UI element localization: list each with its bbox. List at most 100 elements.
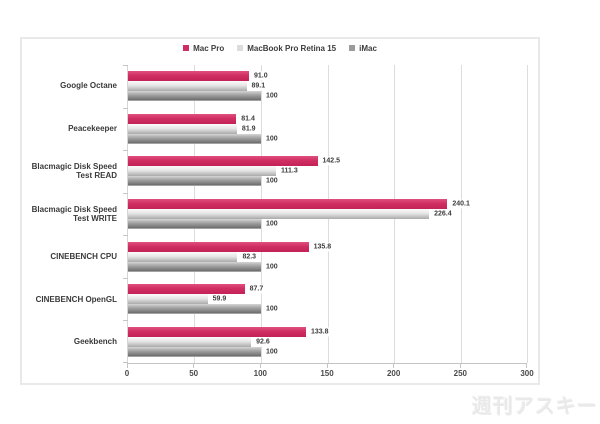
value-axis-label: 150 [320, 369, 334, 378]
legend-item-2: iMac [349, 44, 377, 53]
bar-macbook-pro-retina-15 [128, 209, 430, 220]
bar-value-label: 100 [263, 304, 280, 314]
bar-macbook-pro-retina-15 [128, 81, 247, 92]
bar-macbook-pro-retina-15 [128, 294, 208, 305]
bar-imac [128, 219, 261, 230]
legend-item-1: MacBook Pro Retina 15 [237, 44, 336, 53]
bar-value-label: 133.8 [308, 327, 331, 337]
value-axis-labels: 0 50 100 150 200 250 300 [125, 369, 534, 379]
bar-group-0: 91.0 89.1 100 [128, 65, 527, 108]
category-axis-tick [123, 362, 128, 363]
legend-swatch-icon [349, 45, 356, 51]
bar-mac-pro [128, 284, 245, 295]
legend-label: Mac Pro [193, 43, 225, 53]
bar-value-label: 100 [263, 347, 280, 357]
bar-mac-pro [128, 326, 306, 337]
bar-value-label: 91.0 [252, 71, 270, 81]
bar-line: 226.4 [128, 209, 527, 220]
bar-macbook-pro-retina-15 [128, 251, 238, 262]
category-label-6: Geekbench [73, 337, 117, 347]
legend-label: iMac [359, 43, 377, 53]
bar-imac [128, 91, 261, 102]
category-label-2: Blacmagic Disk Speed Test READ [31, 162, 117, 180]
bar-line: 240.1 [128, 199, 527, 210]
axis-tick [526, 363, 527, 368]
bar-macbook-pro-retina-15 [128, 166, 277, 177]
bar-line: 100 [128, 176, 527, 187]
category-label-5: CINEBENCH OpenGL [35, 294, 117, 304]
category-axis-tick [123, 65, 128, 66]
bar-mac-pro [128, 113, 237, 124]
value-axis-label: 50 [189, 369, 199, 378]
bar-line: 100 [128, 133, 527, 144]
bar-line: 91.0 [128, 71, 527, 82]
bar-value-label: 226.4 [432, 209, 454, 219]
bar-line: 92.6 [128, 336, 527, 347]
bar-imac [128, 261, 261, 272]
bar-value-label: 100 [263, 262, 280, 272]
gridline [527, 65, 528, 363]
legend-swatch-icon [237, 45, 244, 51]
value-axis-label: 200 [386, 369, 401, 378]
bar-mac-pro [128, 156, 318, 167]
bar-imac [128, 133, 261, 144]
bar-line: 111.3 [128, 166, 527, 177]
bar-imac [128, 176, 261, 187]
bar-value-label: 142.5 [320, 156, 343, 166]
axis-tick [459, 363, 461, 368]
category-label-0: Google Octane [60, 81, 117, 91]
bar-value-label: 100 [263, 176, 280, 186]
bar-value-label: 81.9 [239, 124, 258, 134]
category-label-3: Blacmagic Disk Speed Test WRITE [31, 205, 117, 223]
bar-group-2: 142.5 111.3 100 [128, 150, 527, 193]
bar-line: 100 [128, 219, 527, 230]
bar-mac-pro [128, 199, 448, 210]
bar-value-label: 111.3 [279, 166, 300, 176]
bar-line: 82.3 [128, 251, 527, 262]
value-axis-label: 250 [453, 369, 468, 378]
legend-item-0: Mac Pro [183, 44, 224, 53]
bar-value-label: 135.8 [311, 242, 334, 252]
bar-imac [128, 304, 261, 315]
bar-group-5: 87.7 59.9 100 [128, 278, 527, 321]
axis-tick [392, 363, 394, 368]
axis-tick [326, 363, 328, 368]
bar-line: 133.8 [128, 326, 527, 337]
category-axis-tick [123, 150, 128, 152]
bar-group-1: 81.4 81.9 100 [128, 108, 527, 151]
bar-value-label: 82.3 [240, 252, 259, 262]
bar-value-label: 59.9 [210, 294, 229, 304]
bar-value-label: 240.1 [450, 199, 472, 209]
bar-imac [128, 346, 261, 357]
bar-line: 100 [128, 346, 527, 357]
bar-value-label: 100 [263, 134, 280, 144]
bar-group-3: 240.1 226.4 100 [128, 193, 527, 236]
category-label-4: CINEBENCH CPU [50, 252, 117, 262]
site-watermark: 週刊アスキー [472, 394, 598, 418]
value-axis-label: 300 [520, 369, 534, 378]
legend-label: MacBook Pro Retina 15 [247, 43, 337, 53]
category-axis-tick [123, 107, 128, 109]
bar-line: 89.1 [128, 81, 527, 92]
category-axis-tick [123, 320, 128, 322]
bar-mac-pro [128, 71, 250, 82]
gridline [460, 65, 462, 363]
bar-value-label: 89.1 [249, 81, 268, 91]
chart-legend: Mac Pro MacBook Pro Retina 15 iMac [22, 42, 538, 54]
bar-group-6: 133.8 92.6 100 [128, 320, 527, 363]
bar-macbook-pro-retina-15 [128, 336, 252, 347]
bar-value-label: 100 [263, 91, 280, 101]
category-axis-labels: Google Octane Peacekeeper Blacmagic Disk S… [22, 65, 122, 364]
axis-tick [193, 363, 195, 368]
category-label-1: Peacekeeper [68, 123, 117, 133]
bar-line: 59.9 [128, 294, 527, 305]
bar-line: 87.7 [128, 284, 527, 295]
bar-group-4: 135.8 82.3 100 [128, 235, 527, 278]
category-axis-tick [123, 235, 128, 237]
category-axis-tick [123, 277, 128, 279]
bar-value-label: 100 [263, 219, 280, 229]
bar-line: 100 [128, 261, 527, 272]
bar-line: 100 [128, 304, 527, 315]
bar-value-label: 81.4 [239, 114, 257, 124]
bar-line: 135.8 [128, 241, 527, 252]
